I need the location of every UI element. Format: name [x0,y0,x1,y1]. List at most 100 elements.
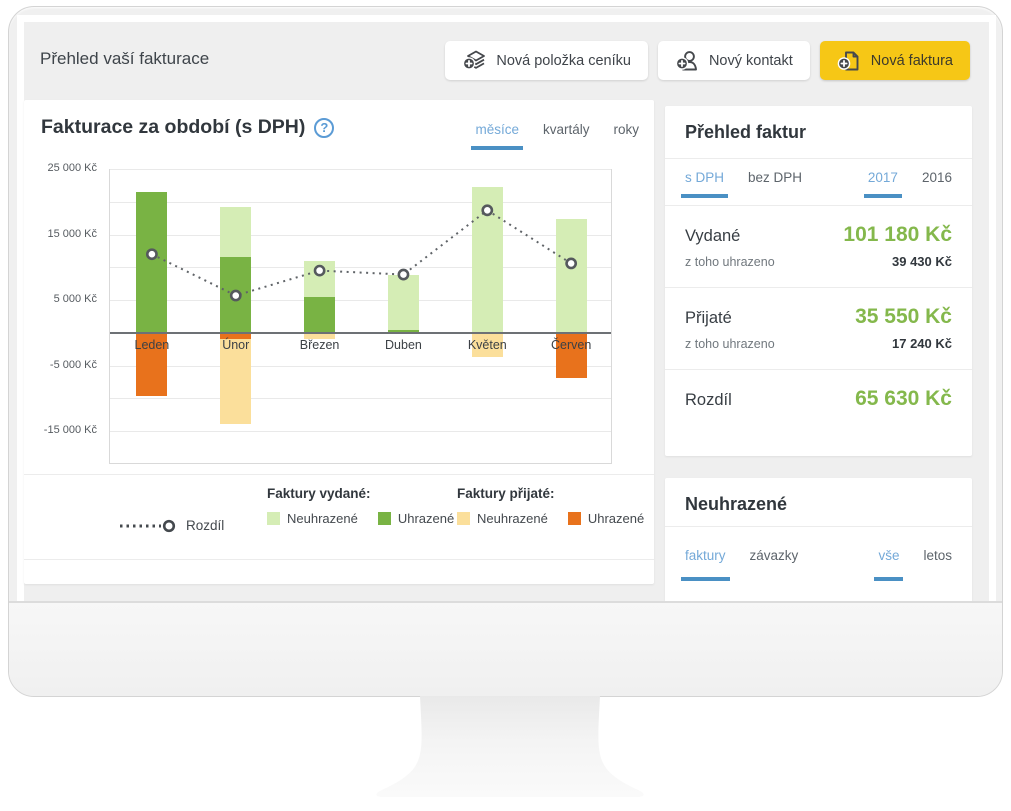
x-axis-label-červen: Červen [550,337,592,352]
unpaid-title: Neuhrazené [685,494,788,514]
divider [24,474,654,475]
bar-prijate-uhrazene-červen[interactable] [555,332,587,379]
bar-prijate-uhrazene-únor[interactable] [220,332,252,339]
legend-vydane-group: Faktury vydané: Neuhrazené Uhrazené [267,486,454,526]
divider [665,526,972,527]
gridline [110,398,611,400]
summary-row-label: Přijaté [685,309,732,327]
legend-item-uhrazené: Uhrazené [377,511,455,526]
legend-item-neuhrazené: Neuhrazené [267,511,358,526]
zero-axis-line [110,331,611,334]
bar-prijate-neuhrazene-březen[interactable] [304,332,336,339]
page-title: Přehled vaší fakturace [40,49,210,68]
bar-vydane-uhrazene-duben[interactable] [387,330,419,333]
legend-prijate-items: Neuhrazené Uhrazené [457,511,644,526]
unpaid-tab-vše[interactable]: vše [874,548,904,581]
gridline [110,234,611,236]
x-axis-label-květen: Květen [467,337,507,352]
chart-tab-kvartály[interactable]: kvartály [542,122,590,137]
app-background: Přehled vaší fakturace Nová položka cení… [24,22,989,601]
legend-item-label: Neuhrazené [477,511,548,526]
invoice-add-icon [837,51,859,70]
legend-item-neuhrazené: Neuhrazené [457,511,548,526]
summary-row-rozdíl: Rozdíl 65 630 Kč [665,369,972,437]
rozdil-point[interactable] [146,248,158,261]
chart-tab-roky[interactable]: roky [613,122,639,137]
bar-prijate-neuhrazene-únor[interactable] [220,338,252,424]
unpaid-tab-závazky[interactable]: závazky [749,548,799,563]
unpaid-card: Neuhrazené faktury závazky vše letos [665,478,972,601]
x-axis-label-duben: Duben [385,337,422,352]
rozdil-point[interactable] [313,264,326,277]
legend-swatch [267,512,280,525]
summary-tab-2017[interactable]: 2017 [863,170,903,198]
monitor-frame: Přehled vaší fakturace Nová položka cení… [8,6,1003,697]
legend-vydane-heading: Faktury vydané: [267,486,371,501]
y-axis-label: -15 000 Kč [43,424,97,437]
invoice-summary-card: Přehled faktur s DPH bez DPH 2017 2016 Vyd… [665,106,972,456]
chart-period-tabs: měsíce kvartály roky [471,122,639,150]
gridline [110,169,611,170]
summary-row-value: 101 180 Kč [843,223,952,246]
divider [665,205,972,206]
legend-item-label: Uhrazené [397,511,455,526]
bar-vydane-neuhrazene-únor[interactable] [220,207,252,257]
summary-tab-s-dph[interactable]: s DPH [680,170,729,198]
summary-row-subvalue: 17 240 Kč [892,336,952,351]
summary-tabs: s DPH bez DPH 2017 2016 [680,170,952,198]
y-axis-label: 15 000 Kč [47,227,97,240]
legend-rozdil: Rozdíl [119,518,224,533]
legend-prijate-heading: Faktury přijaté: [457,486,555,501]
help-icon[interactable]: ? [314,117,335,138]
new-price-list-item-button[interactable]: Nová položka ceníku [445,41,648,80]
x-axis-label-únor: Únor [222,337,250,352]
rozdil-point[interactable] [481,204,494,217]
app-header: Přehled vaší fakturace Nová položka cení… [24,22,989,96]
summary-row-vydané: Vydané 101 180 Kč z toho uhrazeno 39 430 Kč [665,206,972,287]
summary-row-sublabel: z toho uhrazeno [685,255,775,269]
chart-tab-měsíce[interactable]: měsíce [471,122,523,150]
summary-tab-bez-dph[interactable]: bez DPH [748,170,803,185]
monitor-screen: Přehled vaší fakturace Nová položka cení… [17,15,996,601]
bar-vydane-neuhrazene-červen[interactable] [555,218,587,333]
legend-item-label: Uhrazené [587,511,645,526]
bar-prijate-uhrazene-leden[interactable] [136,332,168,396]
summary-title: Přehled faktur [685,122,807,142]
rozdil-point[interactable] [565,257,578,270]
new-contact-button[interactable]: Nový kontakt [657,41,810,80]
legend-rozdil-label: Rozdíl [186,518,225,533]
contact-add-icon [675,50,697,70]
summary-row-přijaté: Přijaté 35 550 Kč z toho uhrazeno 17 240 Kč [665,287,972,369]
summary-row-subvalue: 39 430 Kč [892,254,952,269]
divider [665,158,972,159]
gridline [110,431,611,433]
summary-row-sublabel: z toho uhrazeno [685,337,775,351]
chart-legend: Rozdíl Faktury vydané: Neuhrazené Uhrazen… [24,474,654,559]
gridline [110,267,611,269]
unpaid-tab-letos[interactable]: letos [923,548,952,563]
bar-prijate-neuhrazene-květen[interactable] [471,332,503,358]
summary-tab-2016[interactable]: 2016 [921,170,952,185]
x-axis-label-leden: Leden [134,337,170,352]
unpaid-tabs: faktury závazky vše letos [681,548,952,581]
gridline [110,300,611,302]
legend-vydane-items: Neuhrazené Uhrazené [267,511,454,526]
divider [24,559,654,560]
button-label: Nová faktura [870,52,953,69]
bar-vydane-neuhrazene-duben[interactable] [387,275,419,331]
rozdil-point[interactable] [229,289,242,302]
unpaid-tab-faktury[interactable]: faktury [681,548,729,581]
monitor-stand [376,696,644,797]
legend-swatch [567,512,581,525]
new-invoice-button[interactable]: Nová faktura [819,41,970,80]
bar-vydane-uhrazene-leden[interactable] [136,191,168,333]
bar-vydane-uhrazene-březen[interactable] [304,297,336,333]
summary-row-label: Vydané [685,227,741,245]
legend-item-label: Neuhrazené [287,511,358,526]
summary-row-value: 35 550 Kč [855,305,952,328]
rozdil-point[interactable] [397,268,410,281]
chart-title-row: Fakturace za období (s DPH) ? [41,116,335,139]
rozdil-line [146,204,578,302]
button-label: Nová položka ceníku [496,52,631,69]
header-buttons: Nová položka ceníku Nový kontakt Nová fakt… [445,41,970,80]
